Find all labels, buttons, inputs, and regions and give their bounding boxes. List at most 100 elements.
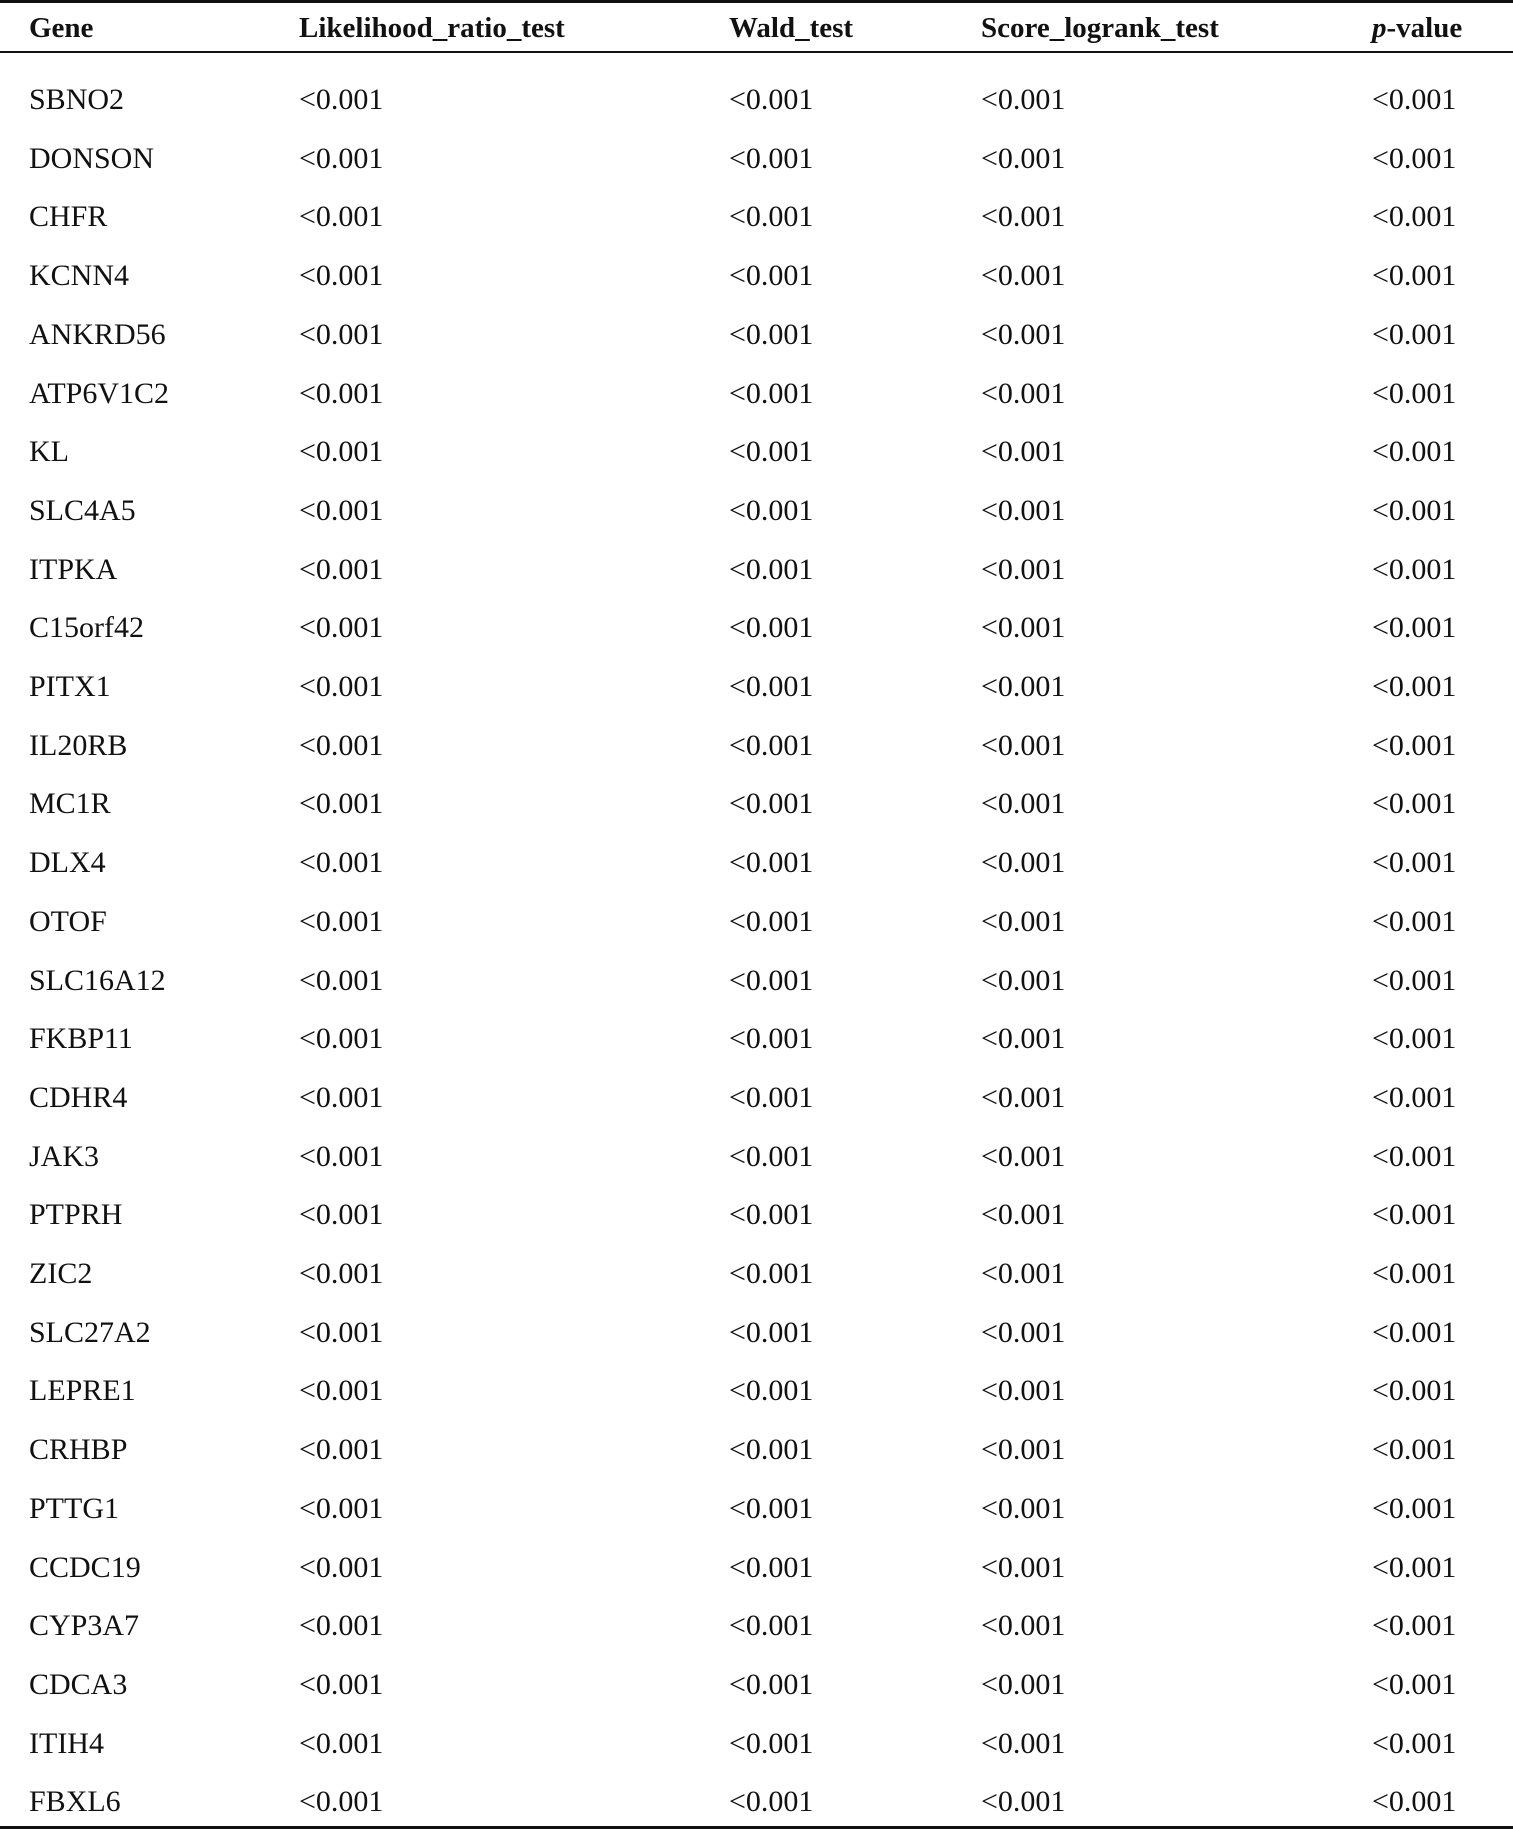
cell-p-value: <0.001	[1372, 728, 1457, 762]
cell-p-value: <0.001	[1372, 1315, 1457, 1349]
cell-gene: C15orf42	[29, 611, 144, 645]
cell-wald: <0.001	[729, 493, 814, 527]
cell-likelihood-ratio: <0.001	[299, 1785, 384, 1819]
cell-p-value: <0.001	[1372, 1667, 1457, 1701]
cell-likelihood-ratio: <0.001	[299, 1022, 384, 1056]
cell-likelihood-ratio: <0.001	[299, 200, 384, 234]
cell-score-logrank: <0.001	[981, 846, 1066, 880]
cell-gene: ATP6V1C2	[29, 376, 170, 410]
cell-likelihood-ratio: <0.001	[299, 963, 384, 997]
cell-p-value: <0.001	[1372, 611, 1457, 645]
cell-p-value: <0.001	[1372, 670, 1457, 703]
cell-score-logrank: <0.001	[981, 1491, 1066, 1525]
cell-score-logrank: <0.001	[981, 1609, 1066, 1643]
cell-p-value: <0.001	[1372, 493, 1457, 527]
cell-wald: <0.001	[729, 1315, 814, 1349]
cell-p-value: <0.001	[1372, 1198, 1457, 1232]
cell-wald: <0.001	[729, 963, 814, 997]
cell-gene: PITX1	[29, 670, 111, 703]
cell-likelihood-ratio: <0.001	[299, 376, 384, 410]
cell-gene: OTOF	[29, 904, 107, 938]
cell-score-logrank: <0.001	[981, 376, 1066, 410]
cell-wald: <0.001	[729, 1491, 814, 1525]
cell-p-value: <0.001	[1372, 141, 1457, 175]
cell-gene: IL20RB	[29, 728, 128, 762]
cell-likelihood-ratio: <0.001	[299, 846, 384, 880]
cell-likelihood-ratio: <0.001	[299, 493, 384, 527]
cell-likelihood-ratio: <0.001	[299, 259, 384, 293]
cell-score-logrank: <0.001	[981, 1374, 1066, 1408]
cell-likelihood-ratio: <0.001	[299, 435, 384, 469]
cell-gene: PTTG1	[29, 1491, 119, 1525]
cell-p-value: <0.001	[1372, 435, 1457, 469]
cell-gene: SLC16A12	[29, 963, 166, 997]
cell-score-logrank: <0.001	[981, 963, 1066, 997]
cell-wald: <0.001	[729, 141, 814, 175]
cell-gene: CCDC19	[29, 1550, 141, 1584]
cell-gene: SLC4A5	[29, 493, 136, 527]
cell-likelihood-ratio: <0.001	[299, 1609, 384, 1643]
cell-p-value: <0.001	[1372, 1433, 1457, 1467]
cell-p-value: <0.001	[1372, 1491, 1457, 1525]
cell-gene: JAK3	[29, 1139, 100, 1173]
cell-score-logrank: <0.001	[981, 1080, 1066, 1114]
cell-gene: KCNN4	[29, 259, 130, 293]
cell-gene: FKBP11	[29, 1022, 133, 1056]
cell-wald: <0.001	[729, 1080, 814, 1114]
cell-likelihood-ratio: <0.001	[299, 552, 384, 586]
cell-p-value: <0.001	[1372, 1609, 1457, 1643]
cell-score-logrank: <0.001	[981, 317, 1066, 351]
cell-likelihood-ratio: <0.001	[299, 1139, 384, 1173]
cell-p-value: <0.001	[1372, 83, 1457, 116]
cell-gene: MC1R	[29, 787, 111, 821]
cell-likelihood-ratio: <0.001	[299, 1257, 384, 1290]
cell-gene: DLX4	[29, 846, 106, 880]
cell-p-value: <0.001	[1372, 1785, 1457, 1819]
cell-gene: CDCA3	[29, 1667, 128, 1701]
cell-score-logrank: <0.001	[981, 493, 1066, 527]
cell-gene: CHFR	[29, 200, 108, 234]
header-gene: Gene	[29, 12, 94, 44]
cell-gene: ZIC2	[29, 1257, 93, 1290]
cell-wald: <0.001	[729, 1139, 814, 1173]
bottom-rule	[0, 1826, 1513, 1829]
cell-p-value: <0.001	[1372, 1257, 1457, 1290]
cell-wald: <0.001	[729, 435, 814, 469]
p-rest: -value	[1386, 12, 1463, 44]
cell-gene: CRHBP	[29, 1433, 128, 1467]
cell-wald: <0.001	[729, 1609, 814, 1643]
cell-score-logrank: <0.001	[981, 83, 1066, 116]
cell-gene: SLC27A2	[29, 1315, 151, 1349]
cell-wald: <0.001	[729, 1550, 814, 1584]
cell-wald: <0.001	[729, 670, 814, 703]
cell-wald: <0.001	[729, 200, 814, 234]
cell-score-logrank: <0.001	[981, 1315, 1066, 1349]
cell-score-logrank: <0.001	[981, 1139, 1066, 1173]
cell-wald: <0.001	[729, 259, 814, 293]
cell-p-value: <0.001	[1372, 963, 1457, 997]
cell-wald: <0.001	[729, 317, 814, 351]
cell-wald: <0.001	[729, 552, 814, 586]
header-rule	[0, 51, 1513, 53]
cell-score-logrank: <0.001	[981, 141, 1066, 175]
cell-likelihood-ratio: <0.001	[299, 904, 384, 938]
cell-score-logrank: <0.001	[981, 1022, 1066, 1056]
cell-score-logrank: <0.001	[981, 1433, 1066, 1467]
cell-likelihood-ratio: <0.001	[299, 1667, 384, 1701]
cell-score-logrank: <0.001	[981, 611, 1066, 645]
header-score-logrank-test: Score_logrank_test	[981, 12, 1219, 44]
cell-score-logrank: <0.001	[981, 1550, 1066, 1584]
cell-likelihood-ratio: <0.001	[299, 728, 384, 762]
cell-p-value: <0.001	[1372, 1550, 1457, 1584]
cell-wald: <0.001	[729, 376, 814, 410]
p-italic: p	[1372, 12, 1387, 44]
cell-gene: ITIH4	[29, 1726, 104, 1760]
cell-likelihood-ratio: <0.001	[299, 141, 384, 175]
cell-gene: ANKRD56	[29, 317, 166, 351]
cell-wald: <0.001	[729, 846, 814, 880]
cell-wald: <0.001	[729, 1785, 814, 1819]
cell-gene: CDHR4	[29, 1080, 128, 1114]
cell-gene: FBXL6	[29, 1785, 121, 1819]
cell-gene: SBNO2	[29, 83, 125, 116]
cell-p-value: <0.001	[1372, 904, 1457, 938]
